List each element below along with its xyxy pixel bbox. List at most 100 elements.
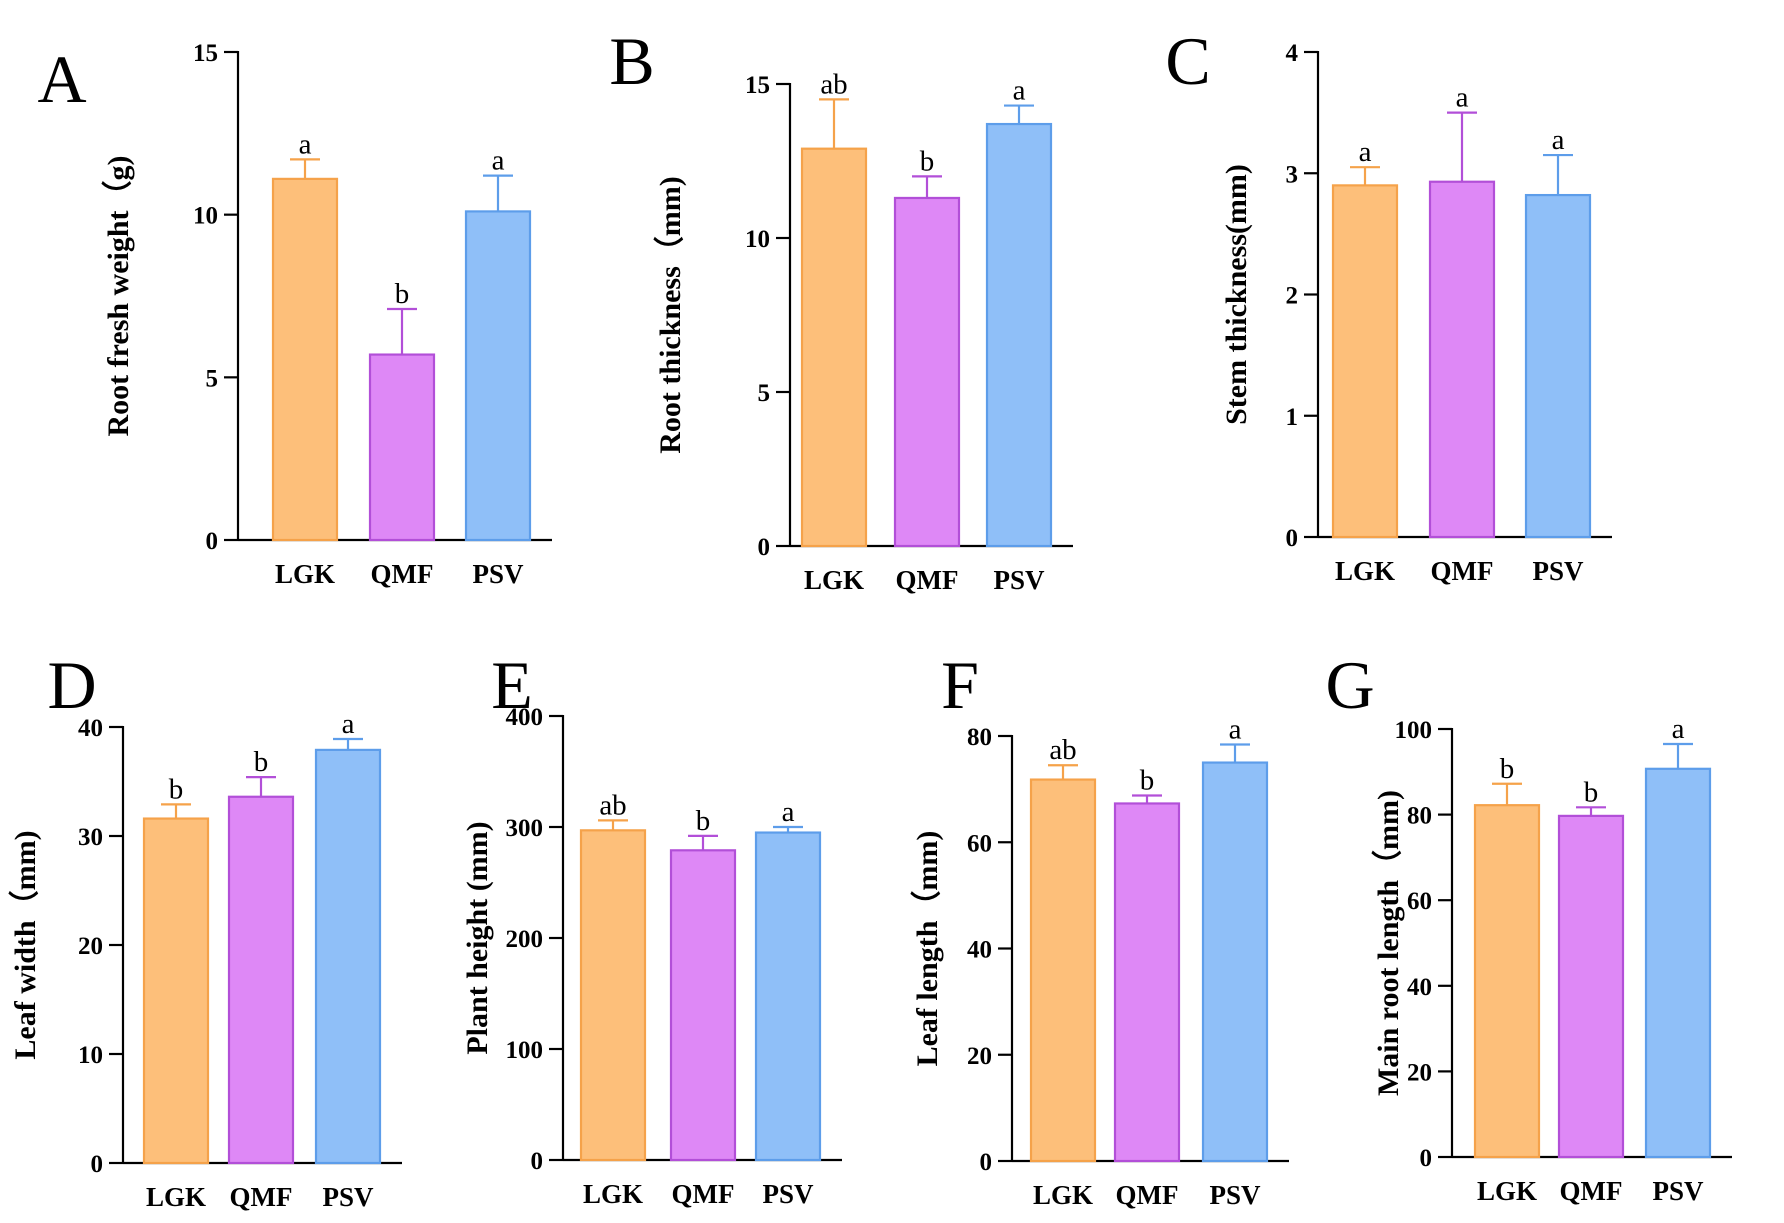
x-tick-label: PSV [1209, 1180, 1261, 1210]
y-tick-label: 0 [91, 1151, 104, 1178]
y-tick-label: 40 [78, 715, 103, 742]
x-tick-label: PSV [472, 559, 524, 589]
y-tick-label: 60 [1407, 888, 1432, 915]
x-tick-label: PSV [993, 565, 1045, 595]
y-axis-title: Plant height (mm) [461, 821, 494, 1054]
bar-qmf [227, 795, 295, 1165]
y-tick-label: 40 [967, 937, 992, 964]
bar-psv [1644, 767, 1712, 1159]
significance-label: a [492, 145, 505, 177]
y-tick-label: 15 [745, 72, 770, 99]
chart-panel-a: A 0 5 10 15 Root fresh weight（g) a LGK b QMF a PSV [37, 40, 552, 589]
y-tick-label: 40 [1407, 974, 1432, 1001]
y-tick-label: 0 [758, 534, 771, 561]
chart-panel-e: E 0 100 200 300 400 Plant height (mm) ab LGK b QMF… [461, 647, 842, 1209]
y-tick-label: 10 [193, 203, 218, 230]
x-tick-label: LGK [804, 565, 864, 595]
significance-label: b [920, 145, 935, 177]
panel-letter: F [941, 647, 979, 723]
x-tick-label: PSV [762, 1179, 814, 1209]
bar-psv [314, 748, 382, 1165]
significance-label: ab [1049, 734, 1076, 766]
y-axis-title: Stem thickness(mm) [1220, 164, 1253, 425]
significance-label: b [395, 278, 410, 310]
bar-psv [464, 210, 532, 542]
y-axis-title: Leaf width（mm) [8, 830, 42, 1059]
significance-label: ab [820, 68, 847, 100]
x-tick-label: LGK [275, 559, 335, 589]
bar-psv [1201, 761, 1269, 1163]
bar-lgk [142, 817, 210, 1165]
x-tick-label: LGK [146, 1182, 206, 1212]
x-tick-label: PSV [1532, 556, 1584, 586]
panel-letter: A [37, 41, 86, 117]
panel-letter: E [491, 647, 533, 723]
bar-lgk [579, 829, 647, 1162]
y-tick-label: 200 [506, 926, 544, 953]
y-tick-label: 5 [206, 365, 219, 392]
significance-label: a [1672, 713, 1685, 745]
x-tick-label: PSV [322, 1182, 374, 1212]
bar-qmf [1113, 802, 1181, 1163]
significance-label: a [1552, 124, 1565, 156]
chart-panel-b: B 0 5 10 15 Root thickness（mm) ab LGK b QMF a PSV [609, 23, 1073, 595]
y-tick-label: 300 [506, 815, 544, 842]
bar-qmf [669, 849, 737, 1162]
y-tick-label: 100 [506, 1037, 544, 1064]
chart-panel-d: D 0 10 20 30 40 Leaf width（mm) b LGK b QMF a PSV [8, 647, 402, 1212]
significance-label: b [254, 746, 269, 778]
x-tick-label: LGK [583, 1179, 643, 1209]
bar-psv [1524, 193, 1592, 539]
significance-label: a [342, 708, 355, 740]
significance-label: b [1500, 753, 1515, 785]
x-tick-label: LGK [1477, 1176, 1537, 1206]
chart-panel-g: G 0 20 40 60 80 100 Main root length（mm) b LGK b QM… [1325, 647, 1732, 1206]
significance-label: b [1584, 776, 1599, 808]
significance-label: b [169, 773, 184, 805]
y-tick-label: 3 [1286, 161, 1299, 188]
bar-lgk [800, 147, 868, 548]
y-tick-label: 10 [745, 226, 770, 253]
y-tick-label: 5 [758, 380, 771, 407]
y-axis-title: Main root length（mm) [1371, 790, 1405, 1096]
chart-panel-c: C 0 1 2 3 4 Stem thickness(mm) a LGK a QMF a PSV [1165, 23, 1612, 586]
y-tick-label: 60 [967, 830, 992, 857]
x-tick-label: QMF [1560, 1176, 1623, 1206]
y-tick-label: 0 [206, 528, 219, 555]
y-tick-label: 80 [967, 724, 992, 751]
bar-psv [754, 831, 822, 1162]
x-tick-label: QMF [371, 559, 434, 589]
y-axis-title: Root thickness（mm) [653, 176, 687, 454]
chart-panel-f: F 0 20 40 60 80 Leaf length（mm) ab LGK b QMF a PSV [910, 647, 1289, 1210]
bar-qmf [1428, 180, 1496, 539]
bar-lgk [1473, 804, 1541, 1159]
significance-label: b [1140, 765, 1155, 797]
bar-lgk [1029, 778, 1097, 1163]
y-tick-label: 1 [1286, 404, 1299, 431]
significance-label: a [782, 796, 795, 828]
y-tick-label: 80 [1407, 803, 1432, 830]
bar-lgk [271, 177, 339, 542]
y-tick-label: 0 [1286, 525, 1299, 552]
y-tick-label: 100 [1395, 717, 1433, 744]
y-tick-label: 15 [193, 40, 218, 67]
y-tick-label: 20 [78, 933, 103, 960]
bar-qmf [1557, 814, 1625, 1159]
y-axis-title: Root fresh weight（g) [101, 155, 135, 436]
significance-label: a [299, 128, 312, 160]
y-tick-label: 0 [980, 1149, 993, 1176]
bar-qmf [893, 196, 961, 548]
y-tick-label: 10 [78, 1042, 103, 1069]
panel-letter: G [1325, 647, 1374, 723]
y-tick-label: 20 [967, 1043, 992, 1070]
significance-label: a [1456, 82, 1469, 114]
y-tick-label: 0 [531, 1148, 544, 1175]
x-tick-label: QMF [1431, 556, 1494, 586]
y-tick-label: 400 [506, 704, 544, 731]
x-tick-label: PSV [1652, 1176, 1704, 1206]
x-tick-label: QMF [230, 1182, 293, 1212]
significance-label: a [1359, 136, 1372, 168]
y-tick-label: 30 [78, 824, 103, 851]
panel-letter: D [47, 647, 96, 723]
